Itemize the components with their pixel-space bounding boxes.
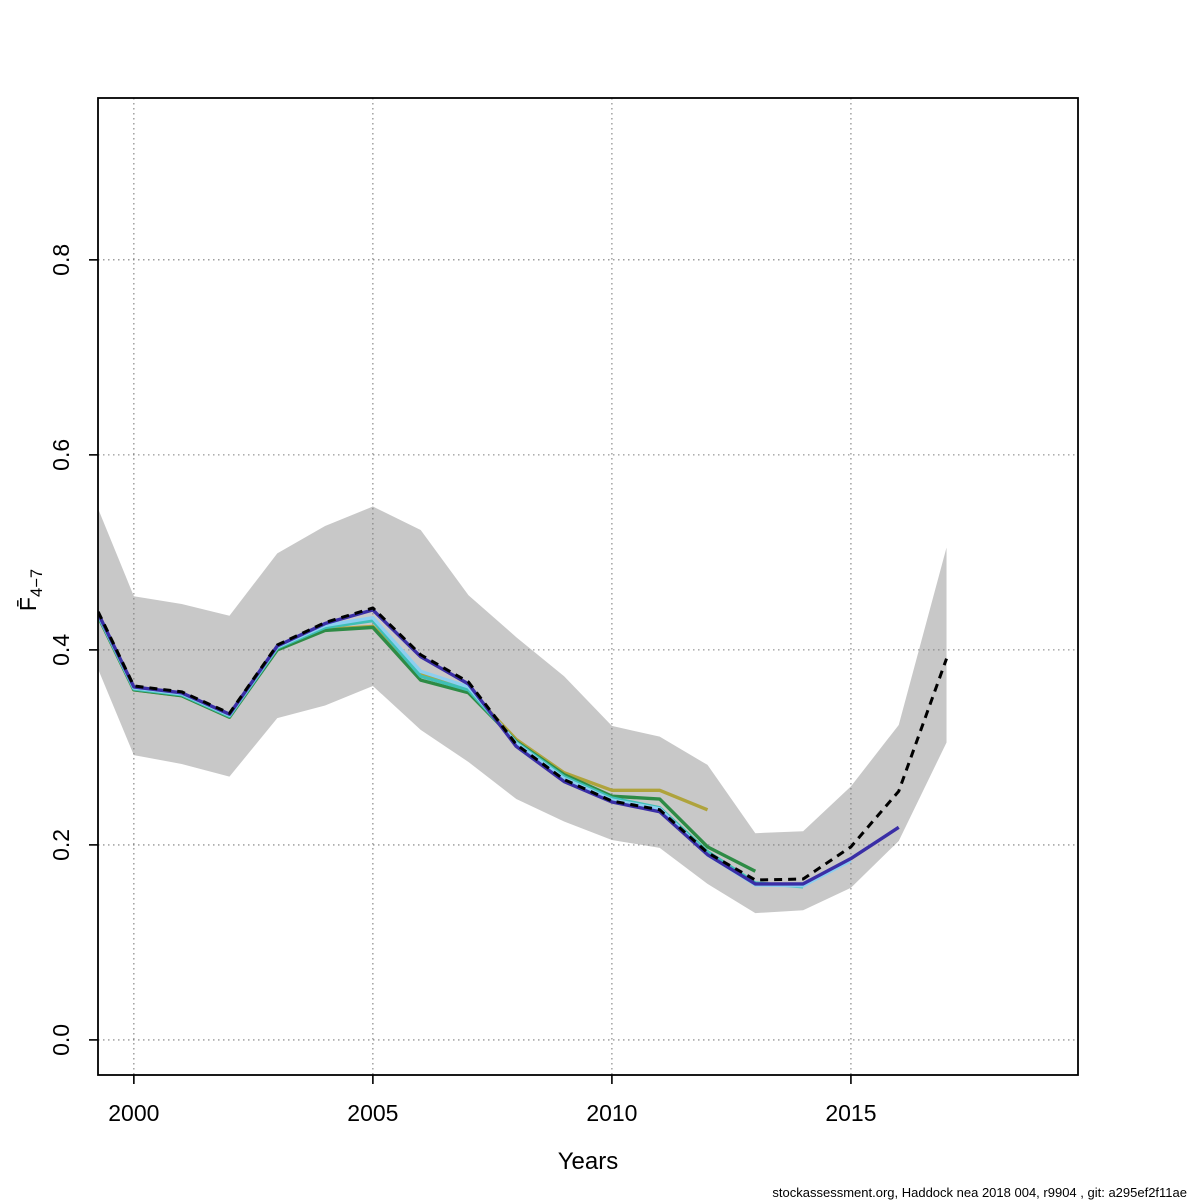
series-layer	[98, 606, 948, 889]
y-axis-title-subscript: 4−7	[27, 569, 46, 597]
confidence-band	[98, 506, 947, 914]
y-tick-label: 0.8	[48, 244, 74, 276]
x-tick-label: 2015	[825, 1100, 876, 1126]
y-tick-label: 0.2	[48, 829, 74, 861]
plot-box	[97, 97, 1079, 1076]
x-tick-label: 2005	[347, 1100, 398, 1126]
plot-footer-attribution: stockassessment.org, Haddock nea 2018 00…	[772, 1185, 1187, 1200]
y-axis-title: F̄4−7	[15, 569, 46, 611]
series-line-final-run-2017	[98, 606, 948, 882]
axis-layer: 2000 2005 2010 2015 0.0 0.2 0.4 0.6 0.8	[48, 244, 877, 1126]
x-tick-label: 2000	[108, 1100, 159, 1126]
y-tick-label: 0.4	[48, 634, 74, 666]
y-tick-label: 0.0	[48, 1024, 74, 1056]
y-axis-title-main: F̄	[15, 597, 41, 611]
gridline-layer	[98, 98, 1078, 1075]
x-axis-title: Years	[558, 1148, 619, 1175]
confidence-band-layer	[98, 506, 947, 914]
x-tick-label: 2010	[586, 1100, 637, 1126]
y-tick-label: 0.6	[48, 439, 74, 471]
